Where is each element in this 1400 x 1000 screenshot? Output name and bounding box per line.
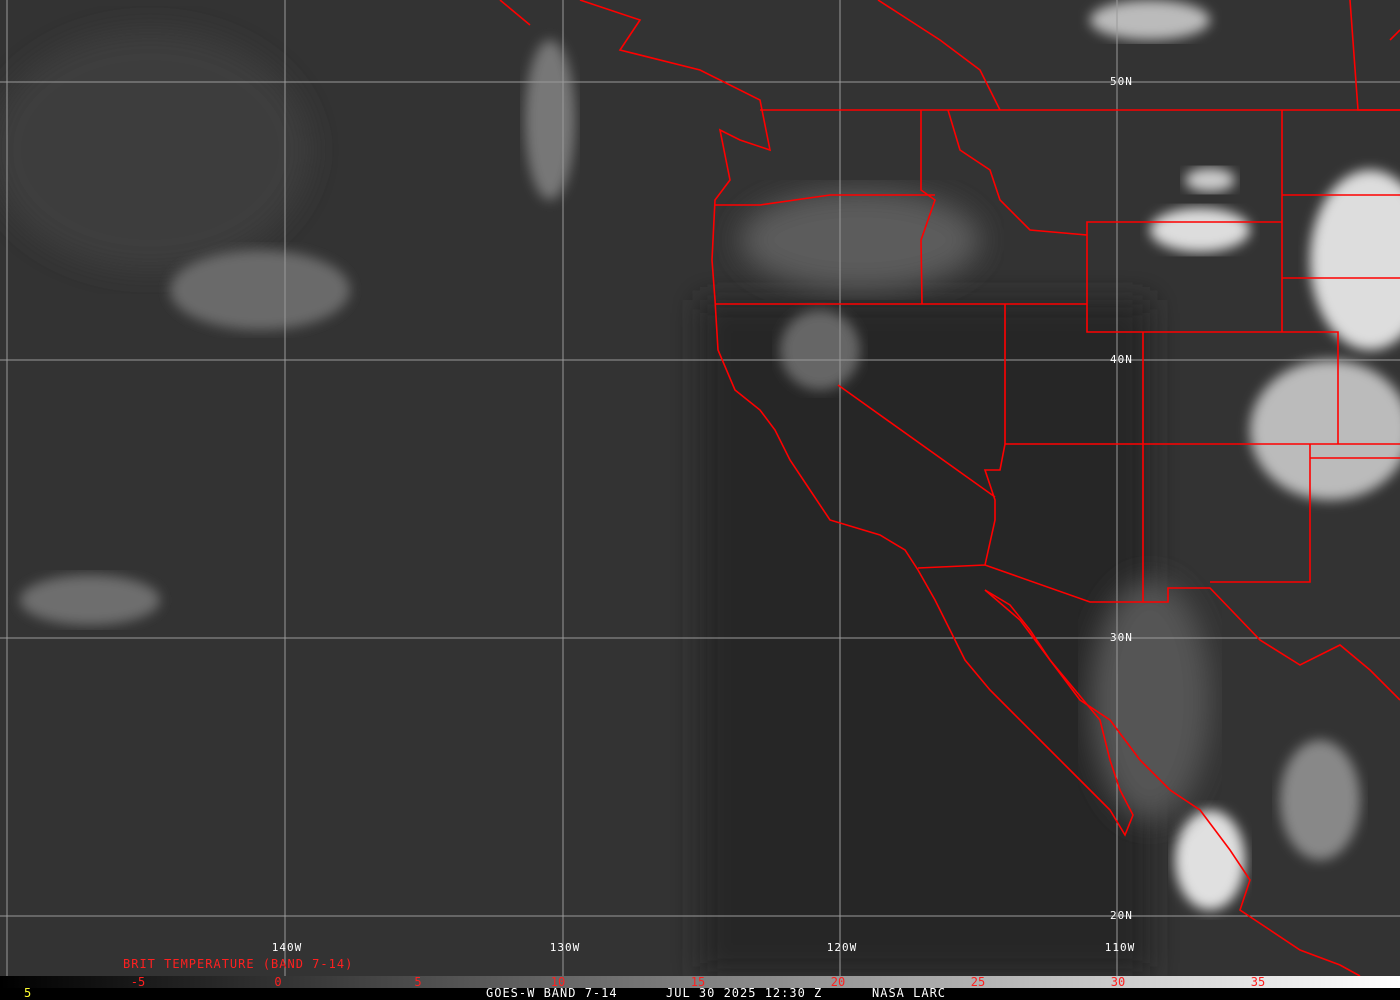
lon-label-130w: 130W [549, 941, 581, 954]
state-borders [715, 0, 1400, 701]
scale-tick: 35 [1250, 975, 1266, 989]
satellite-band-label: GOES-W BAND 7-14 [486, 986, 618, 1000]
lat-label-20n: 20N [1110, 909, 1133, 922]
scale-tick: 20 [830, 975, 846, 989]
lat-label-50n: 50N [1110, 75, 1133, 88]
coastline-pacific [499, 0, 1134, 837]
scale-tick: 15 [690, 975, 706, 989]
lon-label-140w: 140W [271, 941, 303, 954]
lat-label-40n: 40N [1110, 353, 1133, 366]
scale-tick: 0 [274, 975, 282, 989]
border-line [877, 0, 1001, 111]
lat-label-30n: 30N [1110, 631, 1133, 644]
frame-number: 5 [24, 986, 33, 1000]
lon-label-120w: 120W [826, 941, 858, 954]
temperature-color-scale [0, 976, 1400, 988]
legend-title: BRIT TEMPERATURE (BAND 7-14) [123, 957, 354, 971]
lat-lon-grid [0, 0, 1400, 976]
scale-tick: 10 [550, 975, 566, 989]
scale-tick: 5 [414, 975, 422, 989]
lon-label-110w: 110W [1104, 941, 1136, 954]
scale-tick: -5 [130, 975, 146, 989]
source-label: NASA LARC [872, 986, 947, 1000]
political-boundaries [499, 0, 1400, 977]
datetime-label: JUL 30 2025 12:30 Z [666, 986, 823, 1000]
cloud-layer [0, 0, 1400, 976]
footer-bar: 5 GOES-W BAND 7-14 JUL 30 2025 12:30 Z N… [0, 986, 1400, 1000]
scale-tick: 30 [1110, 975, 1126, 989]
coastline-mexico-mainland [984, 589, 1361, 977]
scale-tick: 25 [970, 975, 986, 989]
